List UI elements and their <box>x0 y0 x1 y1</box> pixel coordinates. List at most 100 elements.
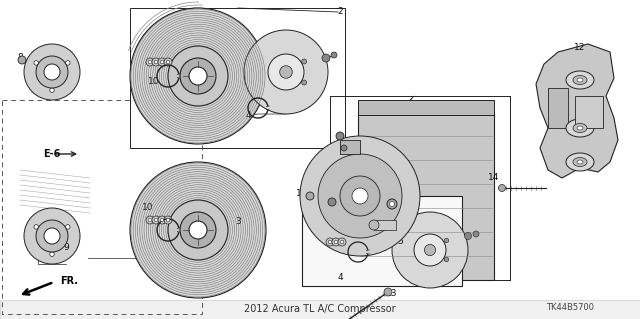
Circle shape <box>369 220 379 230</box>
Circle shape <box>154 218 158 222</box>
Text: 3: 3 <box>235 218 241 226</box>
Bar <box>0 300 640 319</box>
Bar <box>340 140 360 154</box>
Polygon shape <box>536 44 618 178</box>
Bar <box>358 100 494 115</box>
Text: 2012 Acura TL A/C Compressor: 2012 Acura TL A/C Compressor <box>244 304 396 314</box>
Circle shape <box>168 46 228 106</box>
Circle shape <box>390 202 394 206</box>
Bar <box>575 96 603 128</box>
Text: 11: 11 <box>296 189 308 198</box>
Circle shape <box>306 192 314 200</box>
Text: E-6: E-6 <box>44 149 61 159</box>
Circle shape <box>244 30 328 114</box>
Circle shape <box>499 184 506 191</box>
Circle shape <box>18 56 26 64</box>
Text: 10: 10 <box>340 240 352 249</box>
Ellipse shape <box>573 123 587 132</box>
Text: 3: 3 <box>195 85 201 94</box>
Circle shape <box>268 54 304 90</box>
Circle shape <box>334 240 338 244</box>
Circle shape <box>130 8 266 144</box>
Circle shape <box>301 59 307 64</box>
Circle shape <box>34 61 38 65</box>
Ellipse shape <box>566 71 594 89</box>
Circle shape <box>65 61 70 65</box>
Ellipse shape <box>577 78 583 82</box>
Bar <box>2 100 202 314</box>
Circle shape <box>424 244 436 256</box>
Circle shape <box>50 88 54 93</box>
Text: 1: 1 <box>387 204 393 212</box>
Circle shape <box>473 231 479 237</box>
Circle shape <box>24 208 80 264</box>
Text: 2: 2 <box>337 8 343 17</box>
Text: 13: 13 <box>387 290 397 299</box>
Circle shape <box>168 200 228 260</box>
Circle shape <box>414 234 446 266</box>
Circle shape <box>384 288 392 296</box>
Circle shape <box>146 216 154 224</box>
Bar <box>358 112 494 280</box>
Circle shape <box>189 67 207 85</box>
Circle shape <box>340 176 380 216</box>
Circle shape <box>332 238 340 246</box>
Circle shape <box>301 80 307 85</box>
Circle shape <box>148 60 152 64</box>
Circle shape <box>328 198 336 206</box>
Circle shape <box>331 52 337 58</box>
Ellipse shape <box>577 126 583 130</box>
Circle shape <box>130 162 266 298</box>
Circle shape <box>322 54 330 62</box>
Text: 7: 7 <box>329 144 335 152</box>
Ellipse shape <box>573 76 587 85</box>
Text: 14: 14 <box>488 174 500 182</box>
Circle shape <box>338 238 346 246</box>
Circle shape <box>341 145 347 151</box>
Text: FR.: FR. <box>60 276 78 286</box>
Circle shape <box>180 212 216 248</box>
Circle shape <box>336 132 344 140</box>
Text: 4: 4 <box>337 273 343 283</box>
Circle shape <box>44 228 60 244</box>
Circle shape <box>164 58 172 66</box>
Circle shape <box>164 216 172 224</box>
Circle shape <box>180 58 216 94</box>
Circle shape <box>154 60 158 64</box>
Bar <box>548 88 568 128</box>
Circle shape <box>24 44 80 100</box>
Circle shape <box>328 240 332 244</box>
Ellipse shape <box>577 160 583 164</box>
Bar <box>302 196 462 286</box>
Circle shape <box>158 216 166 224</box>
Text: 4: 4 <box>245 112 251 121</box>
Circle shape <box>160 218 164 222</box>
Text: TK44B5700: TK44B5700 <box>546 303 594 313</box>
Text: 12: 12 <box>574 43 586 53</box>
Circle shape <box>307 193 313 199</box>
Ellipse shape <box>566 153 594 171</box>
Circle shape <box>444 257 449 262</box>
Circle shape <box>280 66 292 78</box>
Ellipse shape <box>566 119 594 137</box>
Text: 5: 5 <box>397 238 403 247</box>
Ellipse shape <box>573 158 587 167</box>
Text: 10: 10 <box>148 78 160 86</box>
Circle shape <box>340 240 344 244</box>
Circle shape <box>189 221 207 239</box>
Text: B-60: B-60 <box>388 103 412 113</box>
Circle shape <box>148 218 152 222</box>
Text: 10: 10 <box>142 204 154 212</box>
Circle shape <box>152 216 160 224</box>
Circle shape <box>387 199 397 209</box>
Circle shape <box>160 60 164 64</box>
Bar <box>374 220 396 230</box>
Circle shape <box>166 218 170 222</box>
Circle shape <box>36 220 68 252</box>
Circle shape <box>36 56 68 88</box>
Circle shape <box>166 60 170 64</box>
Circle shape <box>152 58 160 66</box>
Circle shape <box>34 225 38 229</box>
Circle shape <box>50 252 54 256</box>
Circle shape <box>352 188 368 204</box>
